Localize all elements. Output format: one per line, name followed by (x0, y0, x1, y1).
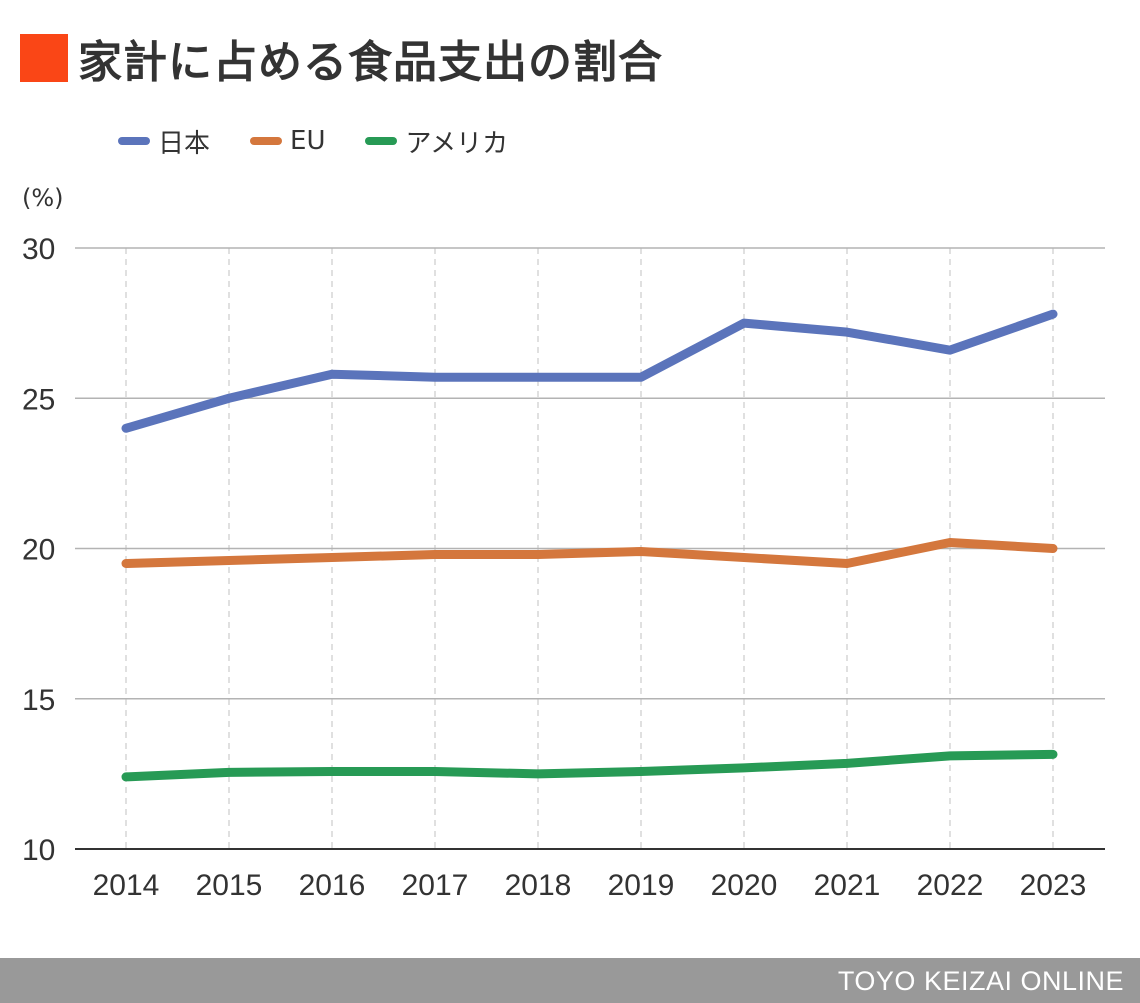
x-tick-label-2015: 2015 (196, 869, 263, 902)
x-tick-label-2017: 2017 (402, 869, 469, 902)
chart-title: 家計に占める食品支出の割合 (78, 37, 663, 88)
y-tick-label-20: 20 (22, 534, 55, 567)
legend-swatch-eu (250, 137, 283, 145)
legend-item-japan: 日本 (118, 123, 210, 160)
legend-swatch-usa (365, 137, 398, 145)
legend-item-usa: アメリカ (365, 123, 508, 160)
x-tick-label-2023: 2023 (1020, 869, 1087, 902)
legend-label-eu: EU (290, 126, 326, 156)
x-tick-label-2016: 2016 (299, 869, 366, 902)
footer-bar: TOYO KEIZAI ONLINE (0, 958, 1140, 1003)
series-line-japan (121, 309, 1058, 433)
y-tick-label-10: 10 (22, 834, 55, 867)
legend-label-japan: 日本 (158, 128, 211, 159)
line-chart: 10 15 20 25 30 2014 2015 2016 2017 2018 2019 2020 20… (22, 233, 1105, 902)
series-line-eu (121, 537, 1058, 569)
chart-legend: 日本 EU アメリカ (118, 122, 548, 160)
x-tick-label-2021: 2021 (814, 869, 881, 902)
x-tick-label-2020: 2020 (711, 869, 778, 902)
x-tick-label-2018: 2018 (505, 869, 572, 902)
y-tick-label-30: 30 (22, 233, 55, 266)
x-tick-label-2022: 2022 (917, 869, 984, 902)
chart-title-block: 家計に占める食品支出の割合 (20, 28, 663, 88)
x-tick-label-2019: 2019 (608, 869, 675, 902)
footer-brand: TOYO KEIZAI ONLINE (837, 966, 1124, 996)
y-tick-label-15: 15 (22, 684, 55, 717)
title-accent-square (20, 34, 68, 82)
y-axis-unit-label: (%) (22, 184, 64, 212)
x-tick-label-2014: 2014 (93, 869, 160, 902)
legend-item-eu: EU (250, 126, 325, 156)
legend-swatch-japan (118, 137, 150, 145)
y-tick-label-25: 25 (22, 383, 55, 416)
series-line-usa (121, 749, 1058, 782)
legend-label-usa: アメリカ (405, 128, 509, 159)
